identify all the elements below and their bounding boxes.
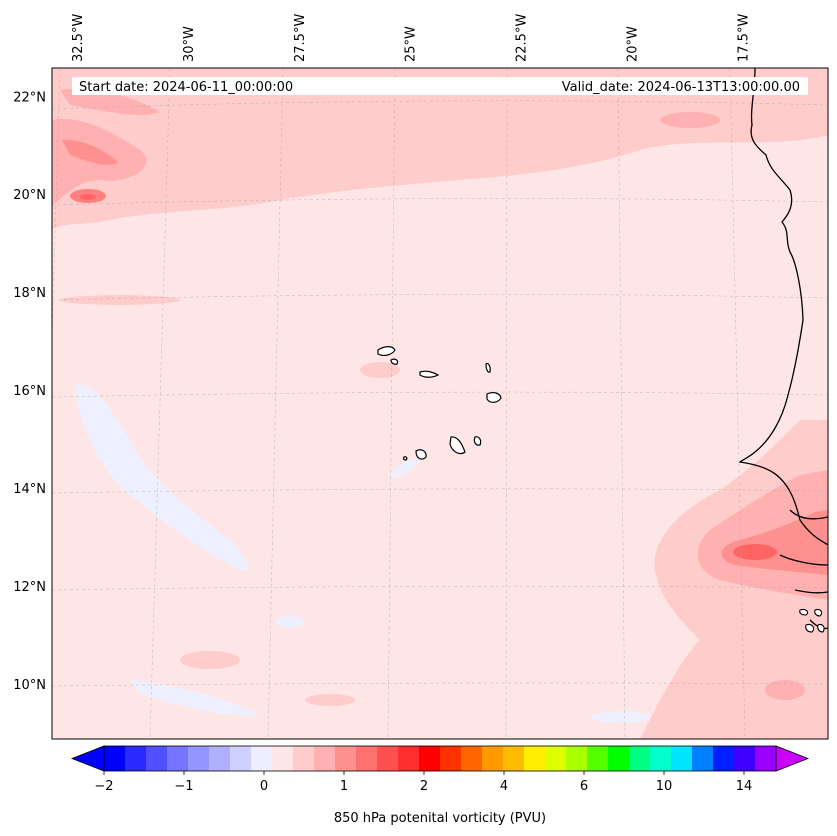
colorbar-segment [482,746,504,771]
pv-contour-patch-1 [260,100,340,120]
lat-tick-label: 14°N [13,482,46,497]
colorbar-tick-label: −2 [94,779,113,794]
colorbar-ticks: −2 −1 0 1 2 4 6 10 14 [94,771,752,794]
colorbar-segment [230,746,252,771]
colorbar-extend-min [70,745,105,772]
colorbar-segment [293,746,315,771]
colorbar-segment [167,746,189,771]
pv-field [52,68,828,739]
colorbar-segment [671,746,693,771]
pv-contour-negative-2 [276,616,304,628]
lon-tick-label: 20°W [625,26,640,62]
colorbar-tick-label: 14 [736,779,753,794]
colorbar-extend-max [775,745,810,772]
pv-contour-east-core [733,544,777,560]
colorbar-segment [125,746,147,771]
colorbar-tick-label: 1 [340,779,348,794]
colorbar-segment [461,746,483,771]
colorbar-segment [650,746,672,771]
coastlines [738,68,828,630]
pv-contour-negative-streak [75,384,249,571]
colorbar-segment [440,746,462,771]
pv-contour-north-core [62,139,118,165]
pv-contour-patch-3 [60,295,180,305]
colorbar-segment [314,746,336,771]
valid-date-label: Valid_date: 2024-06-13T13:00:00.00 [562,80,800,95]
colorbar-segment [398,746,420,771]
lon-tick-label: 22.5°W [515,14,530,62]
cape-verde-islands [377,346,502,461]
lon-tick-label: 27.5°W [293,14,308,62]
pv-contour-negative-4 [590,711,650,723]
pv-contour-south-patch-3 [765,680,805,700]
pv-contour-north-patch [60,89,160,115]
colorbar-segment [356,746,378,771]
coastline-africa [738,68,828,546]
colorbar-segment [503,746,525,771]
colorbar-segment [251,746,273,771]
colorbar-tick-label: 0 [260,779,268,794]
colorbar-segment [146,746,168,771]
colorbar-segment [755,746,777,771]
lon-tick-label: 17.5°W [736,14,751,62]
colorbar-outline [103,745,777,772]
lat-tick-label: 22°N [13,90,46,105]
colorbar-segment [188,746,210,771]
colorbar-tick-label: 6 [580,779,588,794]
map-frame [51,67,829,740]
colorbar-segment [272,746,294,771]
latitude-ticks: 22°N 20°N 18°N 16°N 14°N 12°N 10°N [13,90,46,693]
pv-contour-south-patch [180,651,240,669]
colorbar-tick-label: 4 [500,779,508,794]
colorbar-segment [335,746,357,771]
pv-contour-core-2 [80,194,96,200]
colorbar-segment [377,746,399,771]
date-header-bar [72,77,808,95]
lat-tick-label: 20°N [13,188,46,203]
colorbar-segment [209,746,231,771]
pv-contour-patch-4 [360,362,400,378]
lon-tick-label: 32.5°W [71,14,86,62]
colorbar-segment [104,746,126,771]
colorbar-segment [566,746,588,771]
colorbar-segment [692,746,714,771]
colorbar-segment [587,746,609,771]
lat-tick-label: 10°N [13,678,46,693]
graticule [52,68,828,739]
lat-tick-label: 12°N [13,580,46,595]
colorbar [70,745,810,772]
lon-tick-label: 25°W [404,26,419,62]
pv-contour-patch-2 [660,112,720,128]
colorbar-segment [419,746,441,771]
pv-contour-negative-5 [389,458,421,478]
colorbar-segment [545,746,567,771]
colorbar-tick-label: −1 [174,779,193,794]
lat-tick-label: 18°N [13,286,46,301]
lat-tick-label: 16°N [13,384,46,399]
pv-contour-negative-3 [130,680,260,716]
start-date-label: Start date: 2024-06-11_00:00:00 [79,80,293,95]
colorbar-segment [713,746,735,771]
pv-contour-south-patch-2 [305,694,355,706]
colorbar-label: 850 hPa potenital vorticity (PVU) [334,811,546,826]
longitude-ticks: 32.5°W 30°W 27.5°W 25°W 22.5°W 20°W 17.5°W [71,14,751,62]
lon-tick-label: 30°W [182,26,197,62]
pv-contour-north-band [52,68,828,230]
colorbar-segment [734,746,756,771]
colorbar-segment [608,746,630,771]
bijagos-islands [799,608,825,633]
colorbar-tick-label: 10 [656,779,673,794]
colorbar-segment [524,746,546,771]
colorbar-tick-label: 2 [420,779,428,794]
colorbar-segment [629,746,651,771]
